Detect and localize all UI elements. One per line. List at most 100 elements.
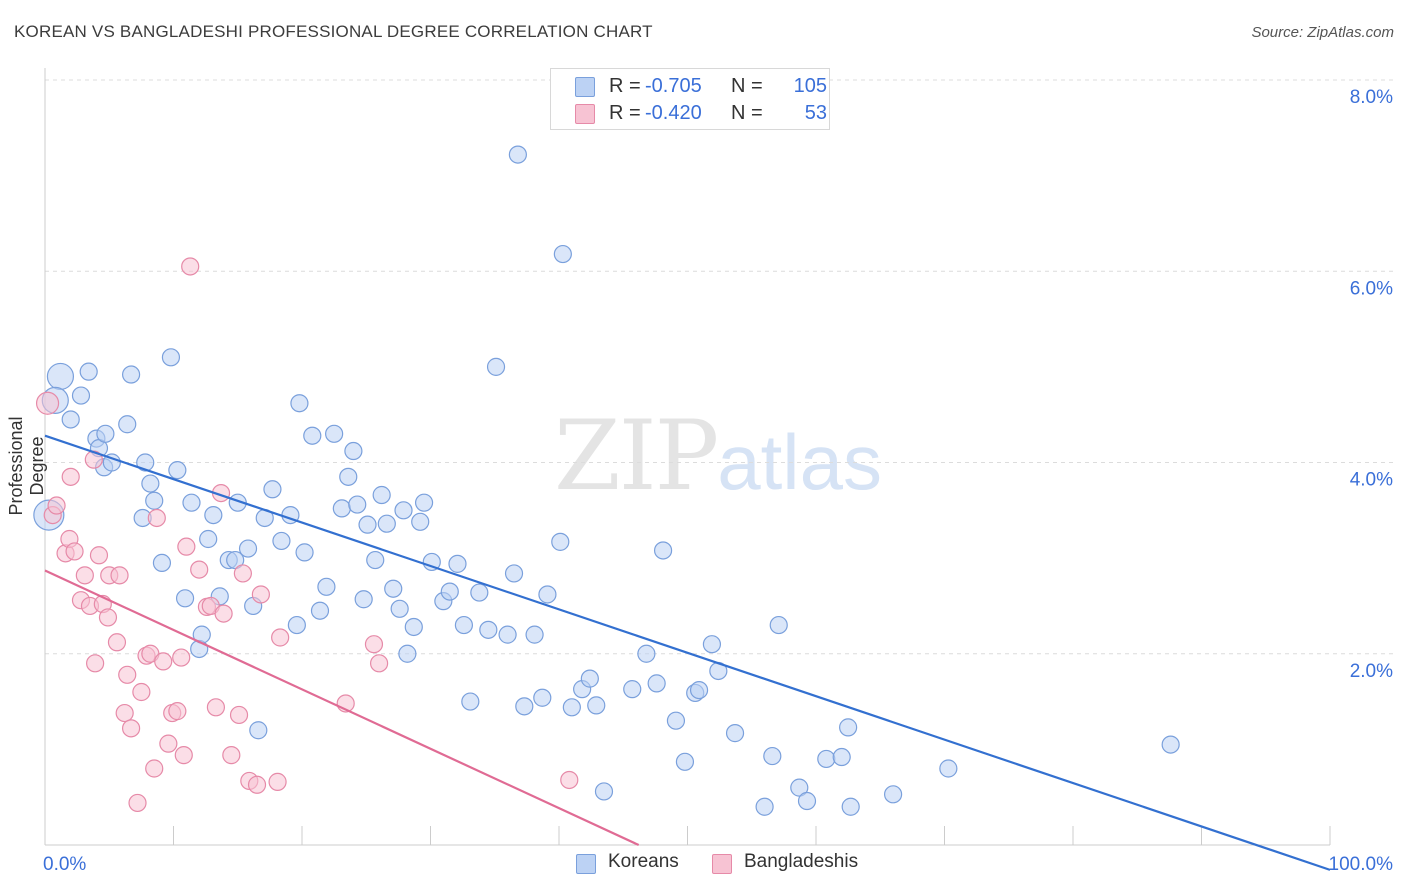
point-bangladeshis — [47, 496, 66, 515]
point-koreans — [637, 644, 656, 663]
stats-legend: R = -0.705 N = 105 R = -0.420 N = 53 — [550, 68, 830, 130]
point-koreans — [325, 424, 344, 443]
point-bangladeshis — [147, 508, 166, 528]
point-bangladeshis — [222, 746, 241, 765]
point-koreans — [348, 495, 367, 514]
point-bangladeshis — [174, 746, 193, 765]
point-koreans — [839, 718, 858, 737]
point-koreans — [295, 543, 314, 562]
point-koreans — [339, 467, 358, 486]
point-koreans — [790, 778, 809, 797]
point-koreans — [440, 582, 459, 601]
point-koreans — [377, 514, 396, 533]
point-koreans — [168, 461, 187, 480]
point-koreans — [46, 362, 75, 391]
source-credit: Source: ZipAtlas.com — [1251, 24, 1394, 41]
point-koreans — [479, 620, 498, 639]
point-koreans — [372, 485, 391, 505]
point-koreans — [141, 474, 160, 493]
point-koreans — [290, 394, 309, 413]
point-bangladeshis — [75, 566, 94, 585]
point-koreans — [354, 590, 373, 609]
point-koreans — [121, 365, 141, 384]
point-koreans — [508, 145, 527, 164]
point-koreans — [689, 680, 709, 700]
point-koreans — [96, 424, 115, 443]
point-koreans — [384, 579, 403, 598]
point-bangladeshis — [370, 654, 389, 673]
x-tick-label: 100.0% — [1329, 854, 1394, 875]
point-koreans — [152, 553, 172, 573]
point-koreans — [454, 615, 474, 635]
point-koreans — [118, 415, 137, 434]
bottom-swatch-bangladeshis — [712, 854, 732, 874]
point-koreans — [344, 441, 363, 461]
point-bangladeshis — [128, 793, 147, 813]
point-bangladeshis — [159, 734, 178, 753]
point-koreans — [182, 493, 201, 512]
y-axis-label: Professional Degree — [6, 416, 47, 516]
point-bangladeshis — [132, 682, 151, 702]
legend-n-label: N = — [731, 75, 763, 97]
point-koreans — [553, 244, 572, 264]
point-koreans — [675, 752, 695, 771]
point-koreans — [725, 724, 745, 743]
point-koreans — [763, 746, 782, 766]
point-koreans — [498, 625, 517, 644]
point-bangladeshis — [268, 772, 287, 791]
legend-n-value: 105 — [793, 75, 827, 97]
point-koreans — [411, 512, 430, 531]
point-koreans — [841, 797, 860, 816]
legend-r-value: -0.420 — [645, 102, 702, 124]
point-koreans — [390, 599, 409, 618]
point-koreans — [317, 577, 336, 596]
point-koreans — [204, 505, 223, 525]
point-koreans — [303, 426, 322, 445]
point-bangladeshis — [168, 702, 187, 721]
point-koreans — [366, 550, 385, 570]
point-bangladeshis — [145, 759, 164, 778]
point-koreans — [310, 601, 330, 620]
point-koreans — [404, 617, 423, 637]
point-koreans — [883, 785, 903, 804]
point-bangladeshis — [233, 564, 252, 583]
x-tick-label: 0.0% — [43, 854, 86, 875]
point-koreans — [562, 698, 581, 717]
point-bangladeshis — [61, 467, 80, 486]
point-koreans — [448, 554, 467, 573]
point-bangladeshis — [35, 391, 60, 415]
point-bangladeshis — [98, 608, 118, 627]
point-koreans — [199, 529, 218, 549]
legend-r-value: -0.705 — [645, 75, 702, 97]
point-koreans — [136, 453, 155, 472]
point-bangladeshis — [107, 633, 127, 652]
legend-r-label: R = — [609, 102, 641, 124]
point-koreans — [594, 782, 614, 801]
point-koreans — [422, 552, 441, 572]
point-koreans — [175, 589, 195, 608]
point-bangladeshis — [251, 585, 270, 604]
point-koreans — [702, 635, 722, 654]
trendline-bangladeshis — [44, 569, 640, 846]
point-koreans — [332, 499, 351, 518]
point-koreans — [79, 362, 98, 381]
point-bangladeshis — [206, 698, 226, 717]
point-bangladeshis — [172, 648, 191, 667]
bottom-legend-label: Bangladeshis — [744, 851, 859, 872]
point-koreans — [525, 625, 544, 644]
watermark-zip: ZIP — [554, 400, 719, 512]
point-koreans — [817, 749, 836, 769]
point-koreans — [647, 674, 666, 693]
point-bangladeshis — [121, 719, 141, 738]
point-bangladeshis — [177, 537, 196, 556]
point-koreans — [287, 615, 306, 635]
y-tick-label: 4.0% — [1350, 470, 1393, 491]
point-bangladeshis — [247, 775, 267, 794]
point-koreans — [358, 515, 377, 534]
point-bangladeshis — [86, 654, 105, 673]
y-tick-label: 6.0% — [1350, 278, 1393, 299]
point-bangladeshis — [214, 604, 233, 623]
point-bangladeshis — [181, 257, 200, 276]
trendline-koreans — [44, 434, 1331, 871]
